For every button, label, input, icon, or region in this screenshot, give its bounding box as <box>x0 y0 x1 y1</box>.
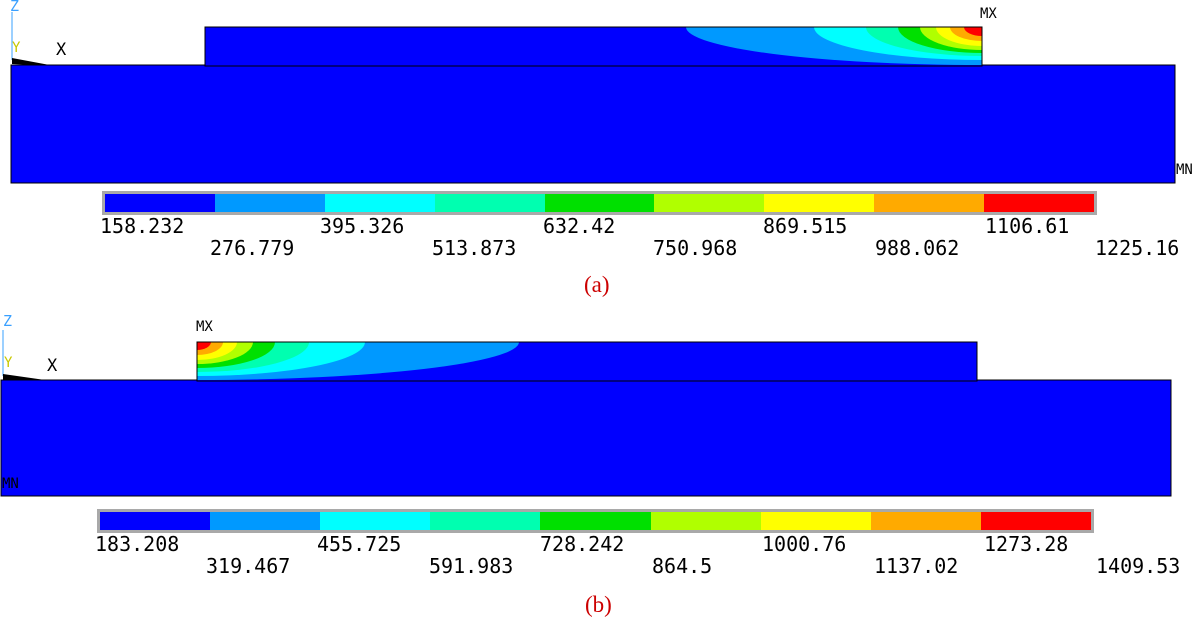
legend-value: 1137.02 <box>874 554 959 578</box>
legend-band-3 <box>320 512 431 530</box>
base-plate <box>0 379 1172 497</box>
legend-band-6 <box>654 194 765 212</box>
axis-x-arrow <box>3 374 45 380</box>
legend-value: 513.873 <box>432 236 517 260</box>
contour-hotspot-b <box>197 342 519 380</box>
legend-value: 728.242 <box>540 532 625 556</box>
axis-x-label: X <box>56 40 67 60</box>
legend-value: 276.779 <box>210 236 295 260</box>
legend-value: 1225.16 <box>1095 236 1180 260</box>
legend-band-1 <box>100 512 211 530</box>
legend-band-5 <box>544 194 655 212</box>
legend-band-3 <box>324 194 435 212</box>
legend-band-9 <box>984 194 1095 212</box>
legend-band-8 <box>870 512 981 530</box>
contour-panel-b: Z Y X MX MN 183.208 4 <box>0 310 1200 629</box>
legend-band-4 <box>430 512 541 530</box>
legend-value: 1106.61 <box>985 214 1070 238</box>
max-marker: MX <box>980 6 997 22</box>
legend-value: 319.467 <box>206 554 291 578</box>
legend-value: 455.725 <box>317 532 402 556</box>
legend-value: 591.983 <box>429 554 514 578</box>
legend-value: 1000.76 <box>762 532 847 556</box>
contour-panel-a: Z Y X MX MN 1 <box>10 0 1193 297</box>
color-legend-b <box>97 509 1094 533</box>
legend-value: 750.968 <box>653 236 738 260</box>
base-plate <box>10 64 1176 184</box>
model-view-a <box>10 12 1176 184</box>
legend-band-2 <box>214 194 325 212</box>
model-view-b <box>0 330 1172 497</box>
axis-y-label: Y <box>4 355 13 371</box>
legend-value: 1409.53 <box>1096 554 1181 578</box>
color-legend-a <box>102 191 1097 215</box>
legend-value: 632.42 <box>543 214 616 238</box>
min-marker: MN <box>1176 162 1193 178</box>
legend-value: 395.326 <box>320 214 405 238</box>
figure-caption-a: (a) <box>584 272 610 297</box>
figure-caption-b: (b) <box>585 592 612 617</box>
axis-z-label: Z <box>3 312 13 330</box>
legend-value: 158.232 <box>100 214 185 238</box>
legend-band-2 <box>210 512 321 530</box>
legend-band-1 <box>105 194 215 212</box>
legend-value: 183.208 <box>95 532 180 556</box>
legend-value: 1273.28 <box>984 532 1069 556</box>
legend-value: 869.515 <box>763 214 848 238</box>
axis-y-label: Y <box>12 40 21 56</box>
min-marker: MN <box>2 476 19 492</box>
axis-z-label: Z <box>10 0 20 15</box>
legend-band-7 <box>760 512 871 530</box>
legend-band-5 <box>540 512 651 530</box>
legend-value: 864.5 <box>652 554 713 578</box>
legend-band-4 <box>434 194 545 212</box>
legend-band-9 <box>980 512 1091 530</box>
legend-value: 988.062 <box>875 236 960 260</box>
legend-band-6 <box>650 512 761 530</box>
contour-hotspot-a <box>686 27 982 65</box>
legend-band-8 <box>874 194 985 212</box>
axis-x-arrow <box>12 58 55 66</box>
max-marker: MX <box>196 319 213 335</box>
axis-x-label: X <box>47 356 58 376</box>
legend-band-7 <box>764 194 875 212</box>
